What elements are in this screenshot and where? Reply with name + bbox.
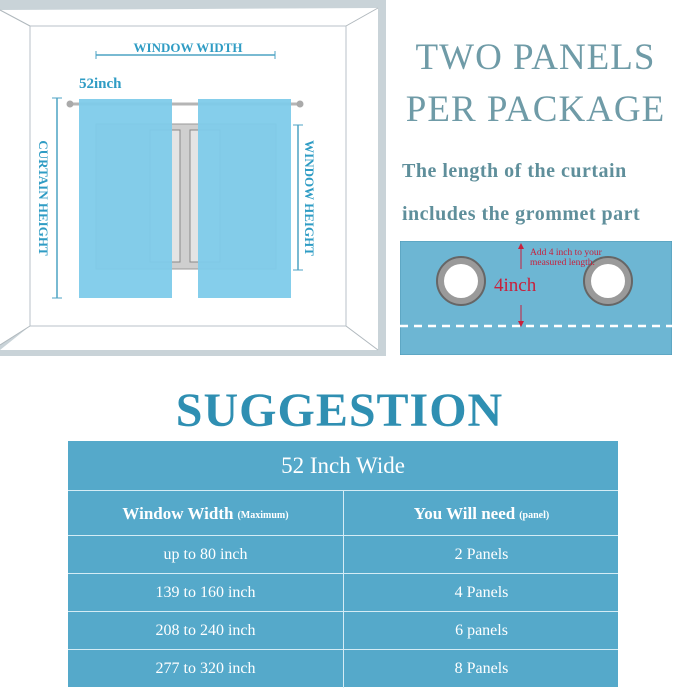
table-header: Window Width (Maximum) You Will need (pane… [68, 490, 618, 536]
room-diagram: WINDOW WIDTH 52inch CURTAIN HEIGHT WINDO… [0, 0, 386, 356]
headline-line1: TWO PANELS [415, 37, 656, 78]
note-line2: includes the grommet part [402, 203, 641, 225]
curtain-width-label: 52inch [79, 76, 122, 92]
grommet-icon [583, 256, 633, 306]
grommet-panel: Add 4 inch to your measured length. 4inc… [400, 241, 672, 355]
right-curtain [198, 99, 291, 298]
left-curtain [79, 99, 172, 298]
svg-text:Add 4 inch to your: Add 4 inch to your [530, 248, 603, 258]
headline-line2: PER PACKAGE [405, 89, 666, 130]
measure-label: 4inch [494, 275, 537, 296]
grommet-icon [436, 256, 486, 306]
table-row: 139 to 160 inch 4 Panels [68, 573, 618, 612]
table-row: 208 to 240 inch 6 panels [68, 611, 618, 650]
svg-text:measured length.: measured length. [530, 258, 595, 268]
window-width-label: WINDOW WIDTH [134, 40, 243, 55]
note-line1: The length of the curtain [402, 160, 627, 182]
table-title: 52 Inch Wide [281, 452, 405, 478]
curtain-height-label: CURTAIN HEIGHT [36, 140, 51, 256]
window-height-label: WINDOW HEIGHT [302, 140, 317, 256]
table-row: up to 80 inch 2 Panels [68, 535, 618, 574]
suggestion-table: 52 Inch Wide Window Width (Maximum) You W… [68, 441, 618, 688]
suggestion-title: SUGGESTION [175, 384, 504, 437]
table-row: 277 to 320 inch 8 Panels [68, 649, 618, 688]
